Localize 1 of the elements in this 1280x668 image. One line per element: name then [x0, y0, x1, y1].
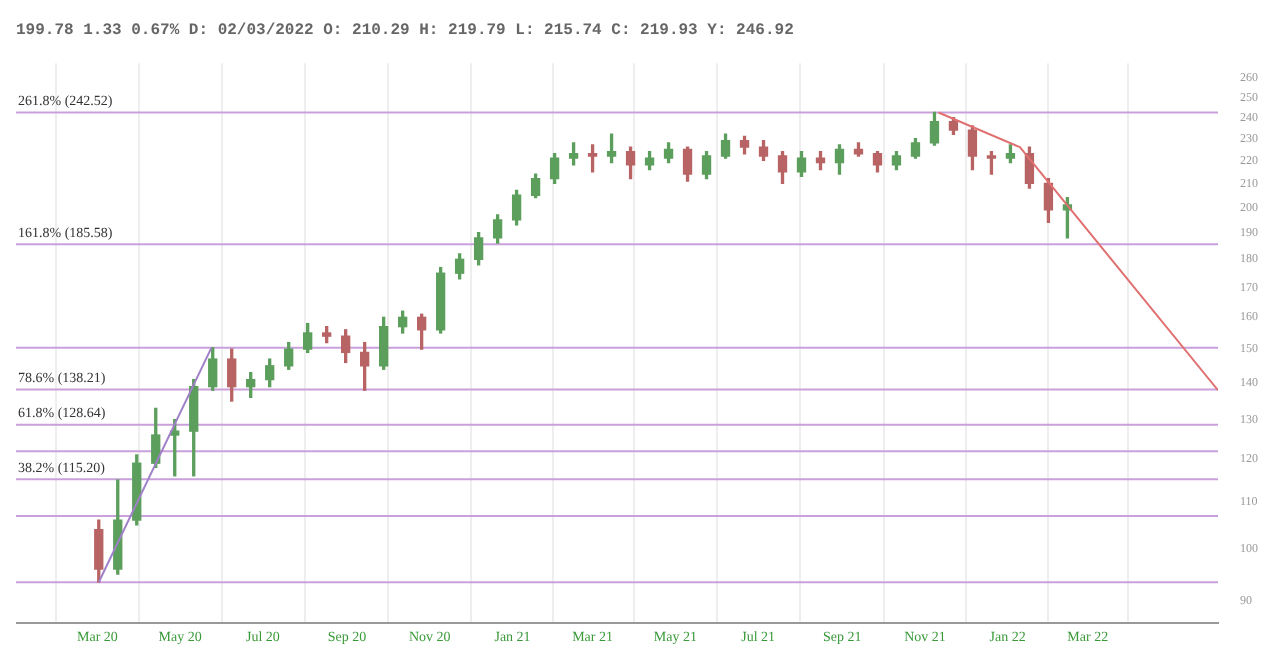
chart-title: 199.78 1.33 0.67% D: 02/03/2022 O: 210.29 H: 219.79 L: 215.74 C: 219.93 Y: 246.92 [16, 21, 795, 40]
